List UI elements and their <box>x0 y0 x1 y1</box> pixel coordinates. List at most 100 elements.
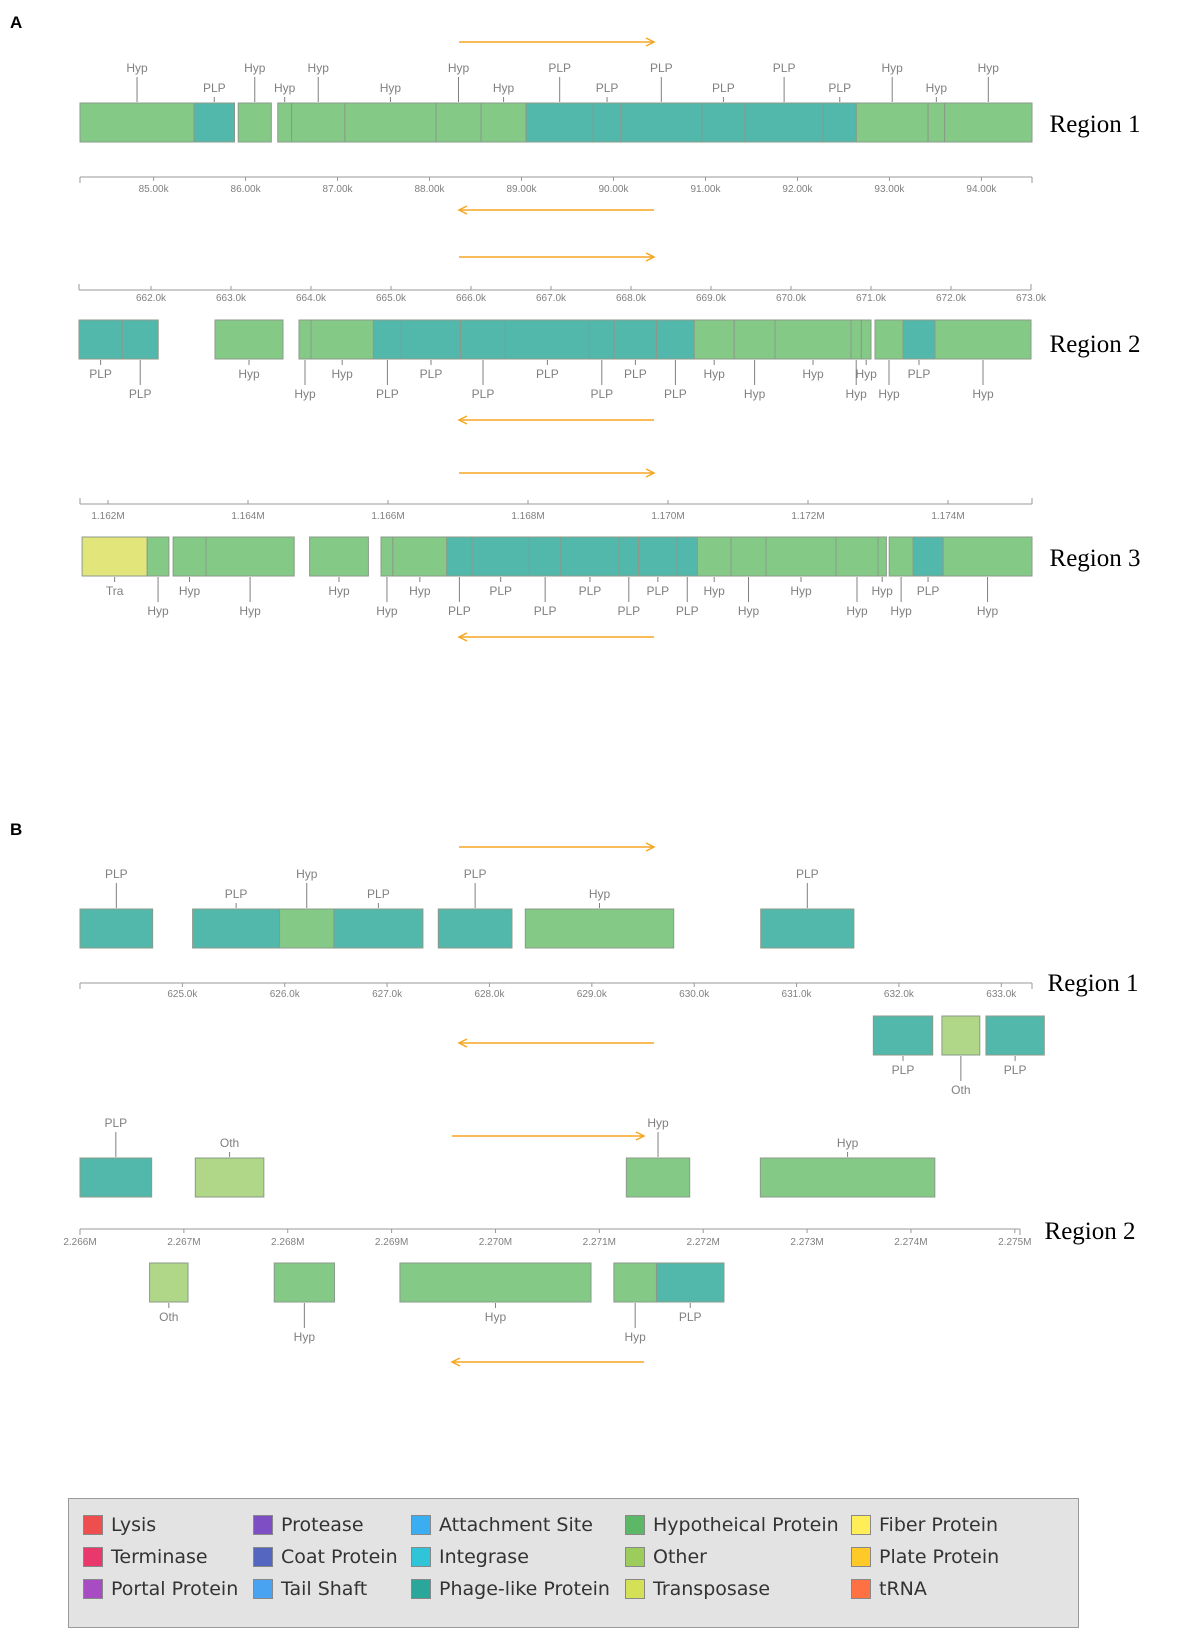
forward-strand-arrow-pB-r2-head <box>635 1131 646 1141</box>
axis-tick-label: 631.0k <box>782 989 813 1000</box>
legend-item-phage-like-protein: Phage-like Protein <box>411 1577 610 1601</box>
region-label-pA-r3: Region 3 <box>1050 545 1141 572</box>
axis-tick-label: 2.274M <box>894 1237 927 1248</box>
region-label-pB-r1: Region 1 <box>1048 970 1139 997</box>
gene-label: PLP <box>796 867 819 881</box>
gene-block-plp <box>760 908 855 949</box>
reverse-strand-arrow-pA-r1-head <box>457 205 468 215</box>
legend-item-plate-protein: Plate Protein <box>851 1545 999 1569</box>
gene-label: Hyp <box>328 584 350 598</box>
gene-block-plp <box>822 102 857 143</box>
gene-block-hyp <box>850 319 862 360</box>
gene-label: PLP <box>203 81 226 95</box>
legend-item-hypothetical-protein: Hypotheical Protein <box>625 1513 839 1537</box>
legend-item-tail-shaft: Tail Shaft <box>253 1577 367 1601</box>
axis-tick-label: 628.0k <box>474 989 505 1000</box>
gene-label: Hyp <box>589 887 611 901</box>
gene-label: Hyp <box>409 584 431 598</box>
gene-block-plp <box>560 536 620 577</box>
gene-label: Hyp <box>485 1310 507 1324</box>
gene-label: PLP <box>367 887 390 901</box>
axis-tick-label: 1.162M <box>91 511 124 522</box>
gene-block-hyp <box>942 536 1033 577</box>
forward-strand-arrow-pB-r1-head <box>645 842 656 852</box>
gene-block-hyp <box>380 536 394 577</box>
axis-tick-label: 1.168M <box>511 511 544 522</box>
gene-block-plp <box>985 1015 1045 1056</box>
legend-item-trna: tRNA <box>851 1577 927 1601</box>
axis-tick-label: 85.00k <box>139 184 170 195</box>
gene-block-hyp <box>855 102 929 143</box>
gene-block-plp <box>437 908 513 949</box>
forward-strand-arrow-pA-r2-head <box>645 252 656 262</box>
gene-block-plp <box>193 102 236 143</box>
axis-tick-label: 2.272M <box>687 1237 720 1248</box>
gene-block-hyp <box>237 102 272 143</box>
gene-label: Oth <box>951 1083 970 1097</box>
gene-block-hyp <box>874 319 904 360</box>
gene-block-oth <box>941 1015 981 1056</box>
gene-block-hyp <box>480 102 527 143</box>
gene-block-plp <box>192 908 281 949</box>
gene-label: Hyp <box>977 604 999 618</box>
gene-label: PLP <box>105 867 128 881</box>
axis-tick-label: 2.271M <box>583 1237 616 1248</box>
gene-label: PLP <box>548 61 571 75</box>
gene-block-plp <box>656 319 695 360</box>
gene-label: PLP <box>917 584 940 598</box>
gene-label: PLP <box>536 367 559 381</box>
gene-block-hyp <box>399 1262 592 1303</box>
axis-tick-label: 86.00k <box>231 184 262 195</box>
gene-label: Hyp <box>926 81 948 95</box>
axis-tick-label: 666.0k <box>456 293 487 304</box>
gene-label: PLP <box>489 584 512 598</box>
axis-tick-label: 627.0k <box>372 989 403 1000</box>
axis-tick-label: 625.0k <box>167 989 198 1000</box>
gene-label: Hyp <box>296 867 318 881</box>
gene-block-plp <box>78 319 123 360</box>
gene-label: Hyp <box>448 61 470 75</box>
gene-block-hyp <box>860 319 872 360</box>
gene-block-plp <box>400 319 462 360</box>
gene-label: Tra <box>106 584 124 598</box>
axis-tick-label: 629.0k <box>577 989 608 1000</box>
panel-letter-b: B <box>10 820 22 839</box>
gene-label: Hyp <box>837 1136 859 1150</box>
axis-tick-label: 94.00k <box>966 184 997 195</box>
gene-block-plp <box>121 319 159 360</box>
gene-block-plp <box>620 102 703 143</box>
gene-block-plp <box>528 536 562 577</box>
gene-block-plp <box>79 1157 153 1198</box>
legend-item-fiber-protein: Fiber Protein <box>851 1513 998 1537</box>
gene-label: PLP <box>617 604 640 618</box>
legend-item-other: Other <box>625 1545 707 1569</box>
gene-block-hyp <box>273 1262 335 1303</box>
axis-tick-label: 663.0k <box>216 293 247 304</box>
gene-label: Hyp <box>846 387 868 401</box>
gene-label: Hyp <box>294 387 316 401</box>
gene-block-hyp <box>435 102 482 143</box>
panel-letter-a: A <box>10 13 22 32</box>
gene-label: Hyp <box>872 584 894 598</box>
legend-label: Protease <box>281 1514 364 1536</box>
gene-label: Hyp <box>972 387 994 401</box>
axis-tick-label: 1.170M <box>651 511 684 522</box>
gene-label: Oth <box>220 1136 239 1150</box>
axis-tick-label: 2.270M <box>479 1237 512 1248</box>
gene-block-plp <box>701 102 746 143</box>
legend-swatch <box>411 1515 431 1535</box>
legend-swatch <box>625 1515 645 1535</box>
axis-tick-label: 671.0k <box>856 293 887 304</box>
gene-block-plp <box>333 908 424 949</box>
reverse-strand-arrow-pA-r2-head <box>457 415 468 425</box>
gene-label: Hyp <box>308 61 330 75</box>
axis-tick-label: 1.166M <box>371 511 404 522</box>
gene-block-hyp <box>759 1157 936 1198</box>
gene-block-plp <box>79 908 154 949</box>
axis-tick-label: 1.164M <box>231 511 264 522</box>
gene-block-hyp <box>344 102 437 143</box>
region-label-pB-r2: Region 2 <box>1045 1218 1136 1245</box>
gene-label: Hyp <box>147 604 169 618</box>
legend-item-lysis: Lysis <box>83 1513 156 1537</box>
axis-tick-label: 2.273M <box>790 1237 823 1248</box>
